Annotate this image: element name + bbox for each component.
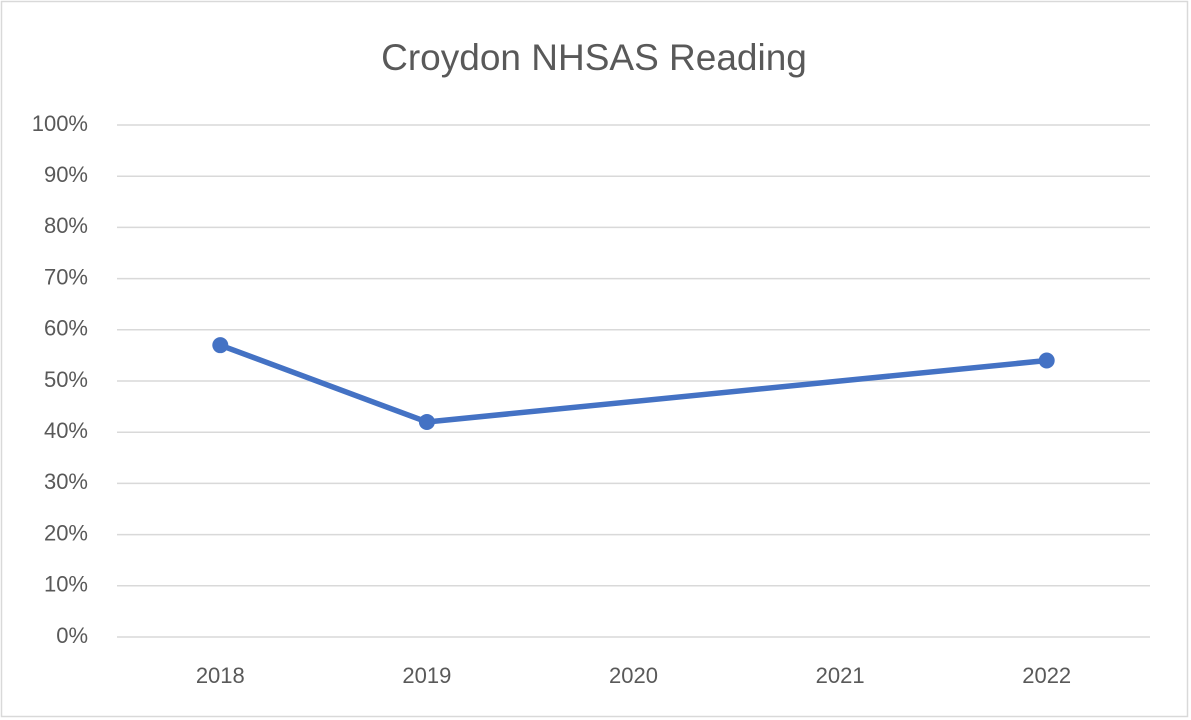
y-tick-label: 30% (44, 469, 88, 494)
y-tick-label: 90% (44, 162, 88, 187)
y-tick-label: 40% (44, 418, 88, 443)
y-tick-label: 100% (32, 111, 88, 136)
data-point (1038, 352, 1055, 369)
y-tick-label: 80% (44, 213, 88, 238)
y-tick-label: 20% (44, 520, 88, 545)
data-point (418, 413, 435, 430)
chart-title: Croydon NHSAS Reading (381, 37, 807, 78)
x-tick-label: 2021 (816, 663, 865, 688)
x-tick-label: 2018 (196, 663, 245, 688)
y-tick-label: 50% (44, 367, 88, 392)
data-point (212, 337, 229, 354)
y-tick-label: 70% (44, 264, 88, 289)
x-tick-label: 2019 (402, 663, 451, 688)
x-tick-label: 2020 (609, 663, 658, 688)
y-tick-label: 0% (56, 623, 88, 648)
y-tick-label: 60% (44, 316, 88, 341)
x-tick-label: 2022 (1022, 663, 1071, 688)
y-tick-label: 10% (44, 572, 88, 597)
